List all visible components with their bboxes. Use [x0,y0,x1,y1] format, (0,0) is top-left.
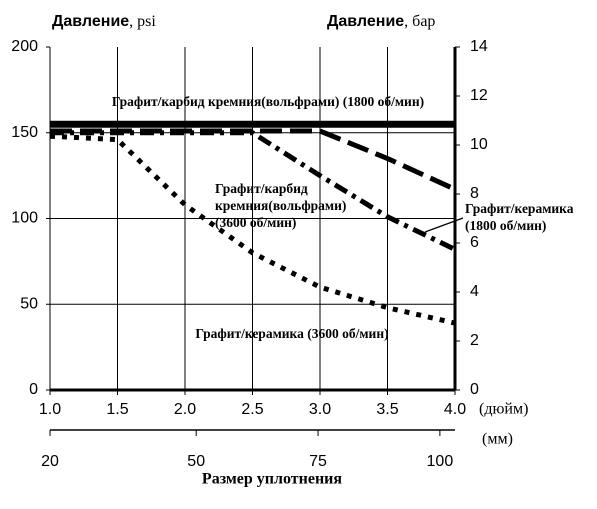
x-tick-label: 2.0 [174,401,196,418]
y2-tick-label: 0 [470,381,479,398]
series-line [50,130,457,252]
leader-line [424,217,464,233]
y-tick-label: 200 [11,38,38,55]
x2-unit: (мм) [482,431,513,448]
y-tick-label: 50 [20,295,38,312]
y-tick-label: 0 [29,381,38,398]
y-tick-label: 150 [11,124,38,141]
x-tick-label: 1.0 [39,401,61,418]
y2-tick-label: 12 [470,87,488,104]
y2-axis-title: Давление, бар [327,13,435,31]
x-tick-label: 4.0 [444,401,466,418]
x-tick-label: 3.0 [309,401,331,418]
series-label: Графит/керамика (3600 об/мин) [195,326,388,341]
series-label: Графит/керамика (1800 об/мин) [465,201,574,233]
x2-tick-label: 100 [427,453,454,470]
x-unit: (дюйм) [479,401,528,418]
y2-tick-label: 10 [470,136,488,153]
x2-tick-label: 20 [41,453,59,470]
y2-tick-label: 4 [470,283,479,300]
x-tick-label: 3.5 [376,401,398,418]
x2-tick-label: 75 [309,453,327,470]
y2-tick-label: 2 [470,332,479,349]
y2-tick-label: 14 [470,38,488,55]
y-tick-label: 100 [11,210,38,227]
y2-tick-label: 6 [470,234,479,251]
x2-tick-label: 50 [187,453,205,470]
series-label: Графит/карбид кремния(вольфрами) (1800 о… [112,94,424,109]
y-axis-title: Давление, psi [52,13,156,31]
series-line [49,133,456,326]
y2-tick-label: 8 [470,185,479,202]
x-axis-title: Размер уплотнения [202,471,342,488]
x-tick-label: 2.5 [241,401,263,418]
x-tick-label: 1.5 [106,401,128,418]
series-label: Графит/карбид кремния(вольфрами) (3600 об/… [215,181,346,230]
